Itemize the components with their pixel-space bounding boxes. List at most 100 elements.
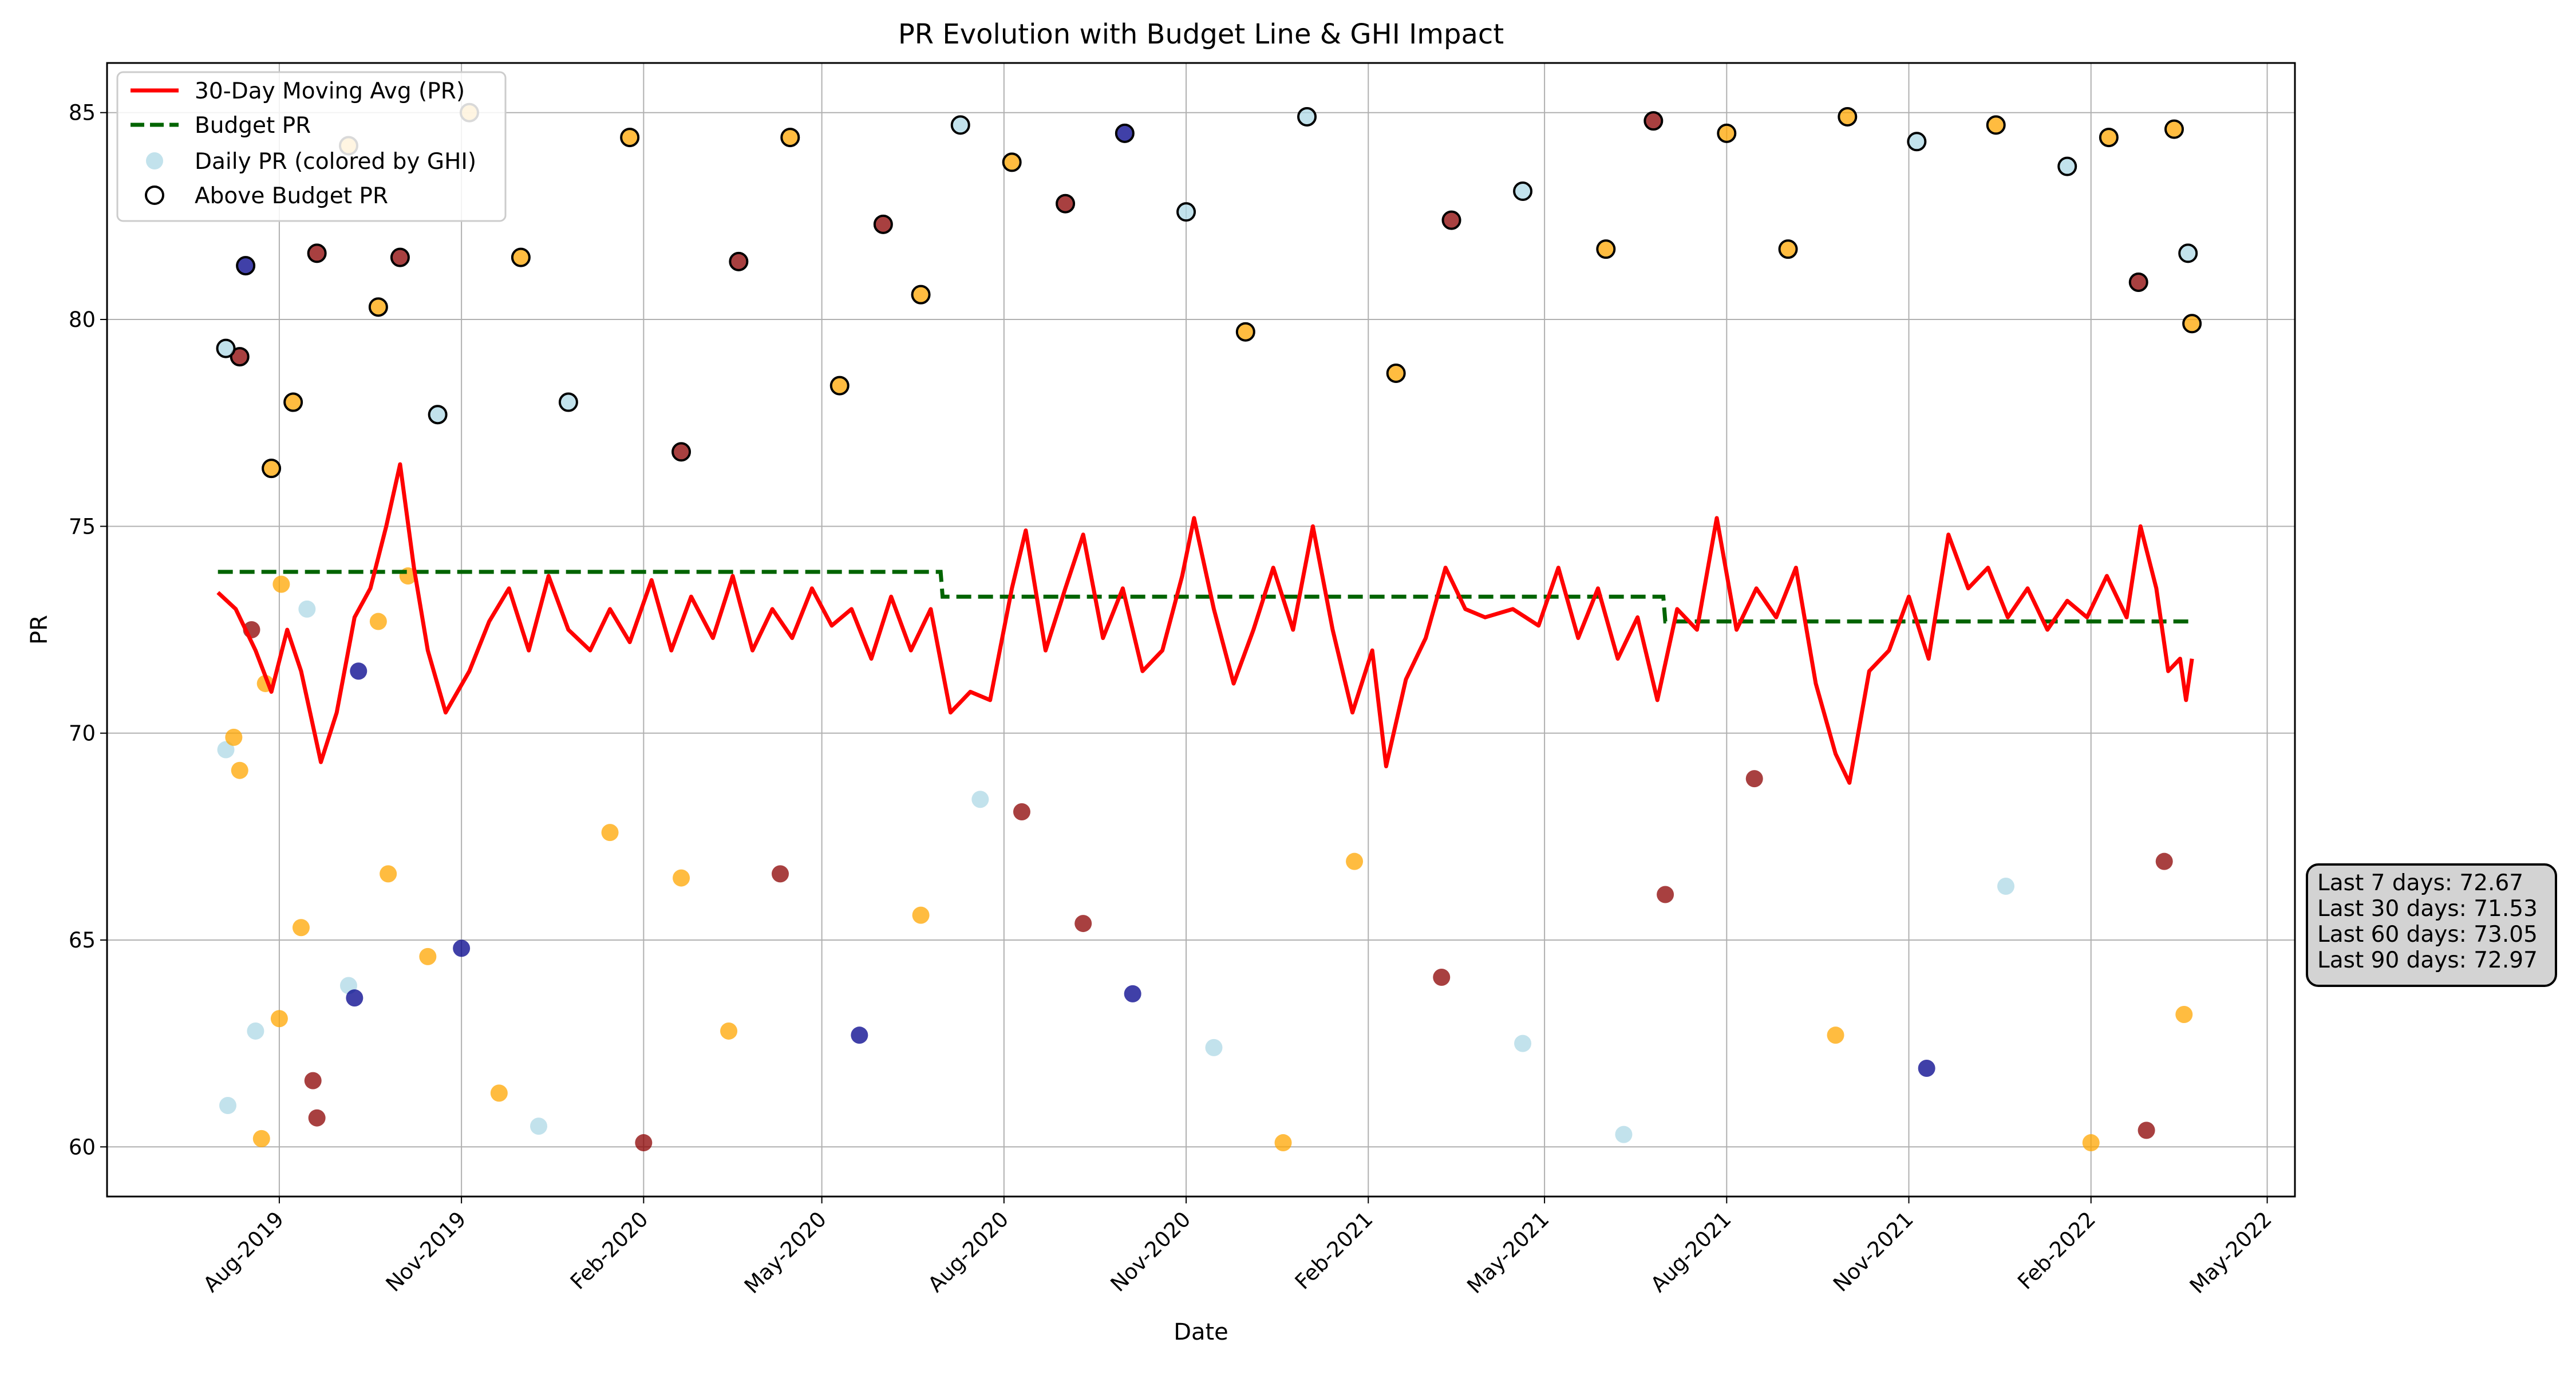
above-budget-point [216, 338, 236, 358]
above-budget-point [1386, 363, 1406, 383]
daily-pr-point [380, 865, 397, 883]
daily-pr-point [635, 1134, 653, 1152]
above-budget-point [1235, 322, 1255, 342]
daily-pr-point [971, 791, 989, 808]
daily-pr-point [272, 575, 290, 593]
budget-pr-line [218, 570, 2192, 624]
daily-pr-point [270, 1010, 288, 1028]
daily-pr-point [1205, 1039, 1223, 1056]
above-budget-point [1986, 115, 2006, 135]
daily-pr-point [912, 906, 930, 924]
x-axis-label: Date [1174, 1319, 1228, 1345]
daily-pr-point [851, 1026, 868, 1044]
daily-pr-point [304, 1072, 322, 1089]
daily-pr-point [2082, 1134, 2100, 1152]
stats-line-30-days: Last 30 days: 71.53 [2317, 896, 2538, 922]
above-budget-point [1115, 123, 1135, 143]
daily-pr-point [1997, 878, 2015, 895]
above-budget-point [230, 347, 250, 367]
chart-title: PR Evolution with Budget Line & GHI Impa… [898, 18, 1504, 50]
daily-pr-point [219, 1097, 236, 1115]
moving-avg-line [216, 462, 2194, 785]
above-budget-point [283, 392, 303, 412]
above-budget-point [1778, 239, 1798, 259]
daily-pr-point [2138, 1122, 2155, 1139]
above-budget-point [950, 115, 970, 135]
above-budget-point [1717, 123, 1737, 143]
budget-line-group [218, 570, 2192, 624]
above-budget-point [1643, 111, 1664, 131]
daily-pr-point [1433, 969, 1451, 986]
daily-pr-point [2175, 1006, 2193, 1024]
above-budget-point [873, 214, 893, 234]
above-budget-point [1176, 202, 1196, 222]
stats-line-90-days: Last 90 days: 72.97 [2317, 947, 2538, 973]
daily-pr-point [772, 865, 789, 883]
daily-pr-point [2155, 852, 2173, 870]
daily-pr-point [1745, 770, 1763, 788]
y-axis-label: PR [26, 615, 53, 645]
y-tick-label: 60 [69, 1135, 96, 1159]
daily-pr-point [1274, 1134, 1292, 1152]
above-budget-point [2099, 128, 2119, 148]
daily-pr-point [453, 939, 471, 957]
stats-box-frame [2306, 863, 2557, 987]
daily-pr-point [530, 1118, 548, 1135]
above-budget-point [236, 256, 256, 276]
y-tick-label: 80 [69, 307, 96, 332]
above-budget-point [620, 128, 640, 148]
above-budget-point [671, 442, 692, 462]
daily-pr-point [225, 728, 243, 746]
daily-pr-point [298, 600, 316, 618]
stats-line-60-days: Last 60 days: 73.05 [2317, 922, 2538, 947]
daily-pr-point [673, 869, 690, 887]
y-tick-label: 75 [69, 514, 96, 539]
above-budget-point [1441, 210, 1461, 230]
above-budget-point [390, 247, 410, 267]
above-budget-point [307, 243, 327, 263]
daily-pr-point [419, 947, 437, 965]
y-tick-label: 70 [69, 721, 96, 746]
daily-pr-point [1074, 915, 1092, 933]
daily-pr-point [350, 662, 368, 680]
legend-label-moving-avg: 30-Day Moving Avg (PR) [195, 78, 465, 104]
stats-box: Last 7 days: 72.67 Last 30 days: 71.53 L… [2306, 863, 2557, 987]
moving-avg-group [216, 462, 2194, 785]
above-budget-point [729, 251, 749, 271]
daily-pr-point [369, 613, 387, 630]
legend-swatch-daily-pr [146, 152, 163, 169]
daily-pr-point [601, 824, 619, 842]
daily-pr-scatter [217, 567, 2193, 1152]
daily-pr-point [231, 761, 248, 779]
above-budget-point [829, 376, 850, 396]
above-budget-point [368, 297, 388, 317]
legend-label-above-budget: Above Budget PR [195, 183, 388, 209]
legend-swatch-above-budget [145, 185, 164, 205]
daily-pr-point [346, 989, 364, 1007]
legend-label-daily-pr: Daily PR (colored by GHI) [195, 149, 476, 175]
above-budget-point [428, 405, 448, 425]
above-budget-point [2178, 243, 2198, 263]
legend-label-budget: Budget PR [195, 113, 311, 139]
above-budget-point [2128, 272, 2148, 292]
daily-pr-point [720, 1022, 738, 1040]
daily-pr-point [490, 1084, 508, 1102]
above-budget-point [558, 392, 578, 412]
daily-pr-point [308, 1109, 326, 1127]
legend: 30-Day Moving Avg (PR) Budget PR Daily P… [116, 71, 507, 222]
legend-box [116, 71, 507, 222]
daily-pr-point [1013, 803, 1030, 820]
daily-pr-point [247, 1022, 264, 1040]
above-budget-point [1513, 181, 1533, 202]
above-budget-point [511, 247, 531, 267]
daily-pr-point [1615, 1126, 1633, 1143]
above-budget-point [780, 128, 800, 148]
daily-pr-point [1827, 1026, 1844, 1044]
stats-line-7-days: Last 7 days: 72.67 [2317, 870, 2523, 896]
daily-pr-point [1124, 985, 1141, 1002]
above-budget-point [2164, 119, 2184, 139]
above-budget-point [2057, 156, 2077, 176]
daily-pr-point [292, 919, 310, 937]
plot-frame [106, 62, 2296, 1198]
above-budget-point [911, 285, 931, 305]
